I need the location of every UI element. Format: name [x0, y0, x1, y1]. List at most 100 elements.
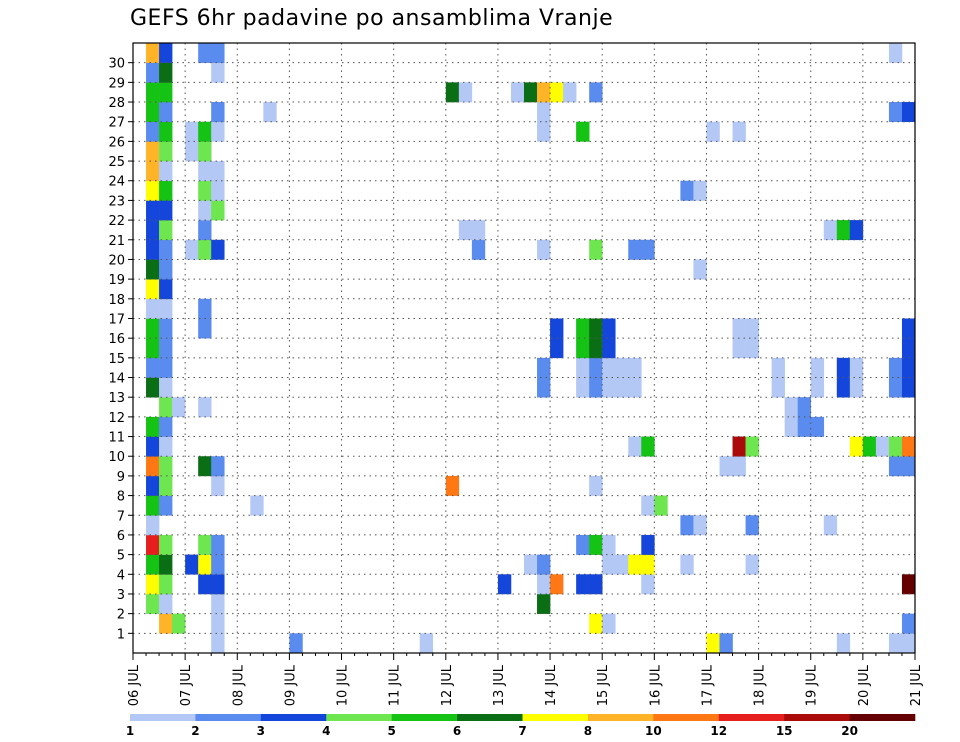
- cell-member-24-slot-1: [146, 161, 160, 182]
- cell-member-28-slot-33: [563, 82, 577, 103]
- cell-member-7-slot-2: [159, 495, 173, 516]
- cell-member-18-slot-2: [159, 279, 173, 300]
- cell-member-0-slot-44: [706, 633, 720, 654]
- cell-member-5-slot-5: [198, 534, 212, 555]
- cell-member-11-slot-50: [784, 416, 798, 437]
- cell-member-9-slot-6: [211, 456, 225, 477]
- cell-member-9-slot-5: [198, 456, 212, 477]
- cell-member-14-slot-1: [146, 357, 160, 378]
- cell-member-7-slot-39: [641, 495, 655, 516]
- cell-member-13-slot-52: [810, 377, 825, 398]
- cell-member-21-slot-53: [823, 220, 838, 241]
- cell-member-15-slot-36: [602, 338, 616, 359]
- x-tick-label: 06 JUL: [127, 664, 142, 706]
- legend-label: 4: [322, 724, 330, 738]
- cell-member-2-slot-1: [146, 593, 160, 614]
- x-tick-label: 07 JUL: [179, 664, 194, 706]
- y-axis: 1234567891011121314151617181920212223242…: [108, 57, 133, 642]
- cell-member-20-slot-35: [589, 239, 603, 260]
- cell-member-14-slot-55: [849, 357, 864, 378]
- cell-member-14-slot-52: [810, 357, 825, 378]
- y-tick-label: 8: [117, 490, 125, 505]
- cell-member-9-slot-1: [146, 456, 160, 477]
- cell-member-15-slot-46: [732, 338, 746, 359]
- legend-swatch: [784, 714, 850, 721]
- cell-member-1-slot-36: [602, 613, 616, 634]
- cell-member-4-slot-36: [602, 554, 616, 575]
- cell-member-30-slot-5: [198, 43, 212, 63]
- x-tick-label: 21 JUL: [909, 664, 924, 706]
- cell-member-0-slot-54: [836, 633, 851, 654]
- cell-member-3-slot-2: [159, 574, 173, 595]
- cell-member-5-slot-2: [159, 534, 173, 555]
- cell-member-15-slot-34: [576, 338, 590, 359]
- cell-member-22-slot-1: [146, 200, 160, 221]
- cell-member-30-slot-2: [159, 43, 173, 63]
- legend-swatch: [718, 714, 785, 721]
- cell-member-4-slot-4: [185, 554, 199, 575]
- y-tick-label: 19: [108, 273, 125, 288]
- cell-member-26-slot-5: [198, 121, 212, 142]
- cell-member-12-slot-5: [198, 397, 212, 418]
- cell-member-12-slot-51: [797, 397, 812, 418]
- legend-label: 7: [518, 724, 526, 738]
- cell-member-10-slot-2: [159, 436, 173, 457]
- cell-member-4-slot-5: [198, 554, 212, 575]
- y-tick-label: 11: [108, 431, 125, 446]
- y-tick-label: 26: [108, 135, 125, 150]
- cell-member-14-slot-2: [159, 357, 173, 378]
- cell-member-14-slot-38: [628, 357, 642, 378]
- cell-member-22-slot-5: [198, 200, 212, 221]
- cell-member-6-slot-1: [146, 515, 160, 536]
- y-tick-label: 4: [117, 568, 125, 583]
- cell-member-12-slot-2: [159, 397, 173, 418]
- cell-member-25-slot-4: [185, 141, 199, 162]
- legend-label: 20: [841, 724, 858, 738]
- cell-member-14-slot-36: [602, 357, 616, 378]
- cell-member-10-slot-46: [732, 436, 746, 457]
- cell-member-16-slot-1: [146, 318, 160, 339]
- cell-member-20-slot-38: [628, 239, 642, 260]
- cell-member-9-slot-46: [732, 456, 746, 477]
- cell-member-23-slot-42: [680, 180, 694, 201]
- cell-member-15-slot-32: [550, 338, 564, 359]
- cell-member-14-slot-54: [836, 357, 851, 378]
- cell-member-0-slot-12: [289, 633, 303, 654]
- cell-member-4-slot-37: [615, 554, 629, 575]
- cell-member-28-slot-31: [537, 82, 551, 103]
- cell-member-0-slot-45: [719, 633, 733, 654]
- cell-member-7-slot-1: [146, 495, 160, 516]
- y-tick-label: 20: [108, 253, 125, 268]
- y-tick-label: 18: [108, 293, 125, 308]
- x-tick-label: 11 JUL: [388, 664, 403, 706]
- y-tick-label: 7: [117, 509, 125, 524]
- cell-member-13-slot-38: [628, 377, 642, 398]
- cell-member-13-slot-35: [589, 377, 603, 398]
- cell-member-14-slot-35: [589, 357, 603, 378]
- cell-member-20-slot-5: [198, 239, 212, 260]
- cell-member-11-slot-52: [810, 416, 825, 437]
- cell-member-14-slot-59: [901, 357, 916, 378]
- cell-member-27-slot-31: [537, 102, 551, 123]
- cell-member-23-slot-5: [198, 180, 212, 201]
- cell-member-11-slot-1: [146, 416, 160, 437]
- cell-member-0-slot-22: [419, 633, 434, 654]
- cell-member-12-slot-3: [172, 397, 186, 418]
- cell-member-1-slot-2: [159, 613, 173, 634]
- legend-swatch: [326, 714, 392, 721]
- cell-member-28-slot-24: [445, 82, 460, 103]
- legend-label: 2: [191, 724, 199, 738]
- legend-swatch: [653, 714, 720, 721]
- cell-member-17-slot-5: [198, 298, 212, 319]
- cell-member-28-slot-1: [146, 82, 160, 103]
- cell-member-3-slot-6: [211, 574, 225, 595]
- cell-member-27-slot-6: [211, 102, 225, 123]
- cell-member-6-slot-43: [693, 515, 707, 536]
- cell-member-8-slot-35: [589, 475, 603, 496]
- cell-member-21-slot-2: [159, 220, 173, 241]
- legend: 1 2 3 4 5 6 7 8 10 12 15 20: [126, 714, 916, 738]
- legend-swatch: [849, 714, 916, 721]
- cell-member-22-slot-2: [159, 200, 173, 221]
- cell-member-4-slot-30: [524, 554, 538, 575]
- cell-member-3-slot-35: [589, 574, 603, 595]
